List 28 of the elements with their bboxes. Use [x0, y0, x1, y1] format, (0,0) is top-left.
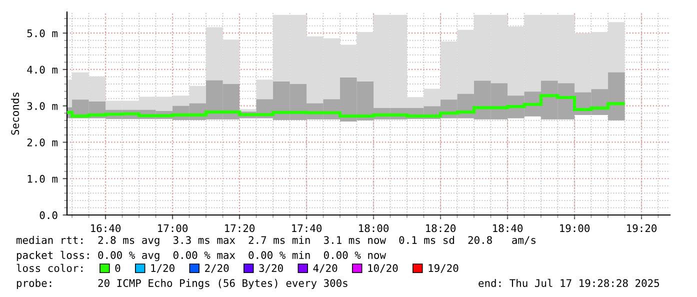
- text: probe: 20 ICMP Echo Pings (56 Bytes) every 300s: [16, 278, 348, 290]
- y-tick-label: 3.0 m: [27, 102, 58, 110]
- x-tick-label: 18:40: [493, 224, 523, 232]
- x-tick-label: 18:20: [426, 224, 456, 232]
- text: end: Thu Jul 17 19:28:28 2025: [478, 278, 660, 288]
- y-axis-title: Seconds: [10, 92, 20, 135]
- x-tick-label: 19:20: [627, 224, 657, 232]
- legend-label: 1/20: [151, 264, 174, 273]
- x-tick-label: 17:20: [225, 224, 255, 232]
- x-tick-label: 18:00: [359, 224, 389, 232]
- legend-label: 19/20: [428, 264, 458, 273]
- y-tick-label: 5.0 m: [27, 29, 58, 38]
- legend-title: loss color:: [16, 264, 82, 272]
- x-tick-label: 17:00: [158, 224, 188, 232]
- legend-label: 10/20: [368, 264, 398, 273]
- text: median rtt: 2.8 ms avg 3.3 ms max 2.7 ms min 3.1 ms now 0.1 ms sd 20.8 am/s: [16, 236, 536, 246]
- x-tick-label: 19:00: [560, 224, 590, 232]
- x-tick-label: 17:40: [292, 224, 322, 232]
- text: packet loss: 0.00 % avg 0.00 % max 0.00 % min 0.00 % now: [16, 250, 386, 262]
- y-tick-label: 0.0: [40, 211, 58, 220]
- y-tick-label: 4.0 m: [27, 66, 58, 74]
- legend-label: 3/20: [259, 264, 283, 273]
- y-tick-label: 1.0 m: [28, 174, 58, 183]
- legend-label: 0: [115, 264, 120, 272]
- legend-label: 2/20: [205, 264, 229, 273]
- x-tick-label: 16:40: [91, 224, 121, 232]
- y-tick-label: 2.0 m: [27, 138, 58, 146]
- legend-label: 4/20: [313, 264, 338, 273]
